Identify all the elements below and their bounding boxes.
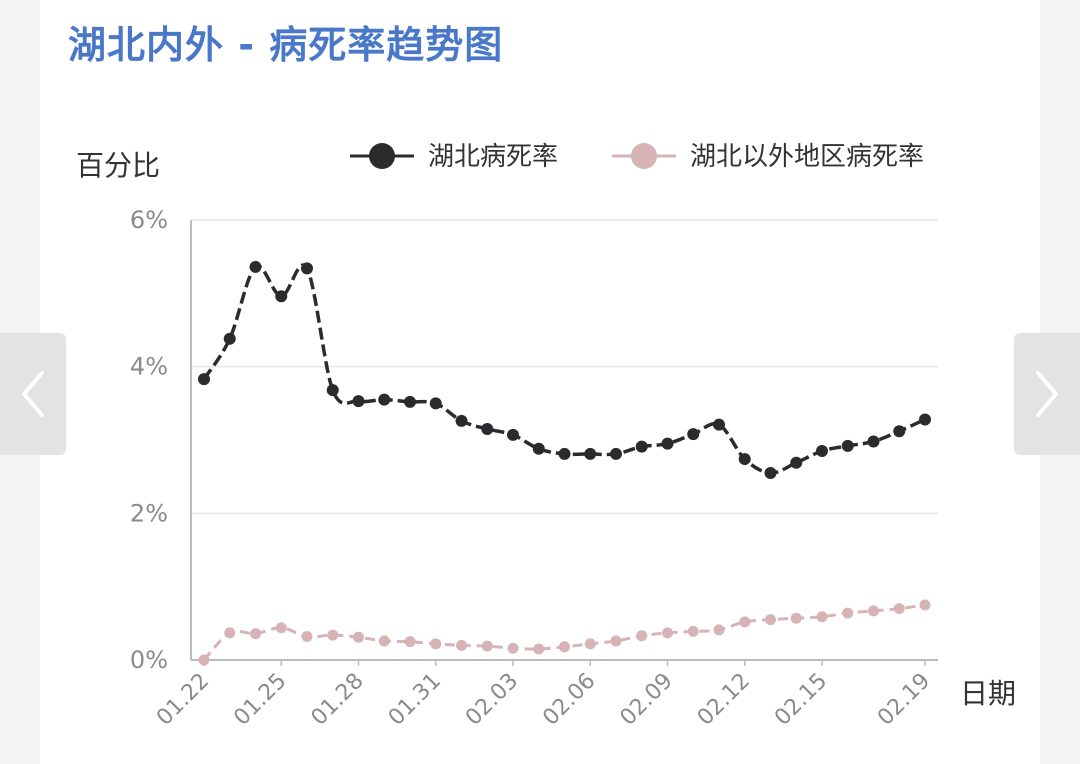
data-point-outside [507,642,519,654]
data-point-hubei [790,456,803,469]
data-point-outside [816,611,828,623]
x-tick-label: 02.09 [616,669,678,731]
page-title: 湖北内外 - 病死率趋势图 [68,23,504,67]
data-point-outside [739,616,751,628]
data-point-hubei [713,418,725,431]
data-point-hubei [404,395,416,408]
data-point-outside [584,638,596,650]
data-point-hubei [507,428,519,441]
data-point-outside [842,607,854,619]
data-point-hubei [275,290,288,303]
data-point-outside [559,641,570,653]
y-tick-label: 2% [130,499,168,527]
x-tick-label: 01.25 [229,669,291,731]
series-line-hubei [202,263,926,475]
y-tick-label: 4% [130,353,168,381]
data-point-outside [481,640,493,652]
previous-button[interactable] [0,333,66,455]
next-button[interactable] [1014,333,1080,455]
legend-marker-outside [631,143,657,169]
x-tick-label: 02.06 [538,669,600,731]
data-point-hubei [764,467,777,479]
data-point-hubei [532,442,545,455]
data-point-hubei [558,447,571,460]
data-point-hubei [610,447,622,460]
data-point-outside [868,605,879,617]
data-point-hubei [893,425,906,438]
data-point-outside [224,627,236,639]
data-point-hubei [919,413,931,426]
data-point-hubei [301,262,313,275]
legend-label-outside: 湖北以外地区病死率 [690,142,924,172]
data-point-outside [353,631,364,643]
x-tick-label: 01.22 [152,669,214,731]
x-tick-label: 02.12 [693,669,755,731]
data-point-hubei [223,332,236,345]
data-point-outside [327,629,339,641]
data-point-outside [404,636,416,648]
data-point-outside [378,635,390,647]
data-point-outside [533,643,545,655]
data-point-hubei [635,440,648,453]
data-point-outside [687,625,699,637]
data-point-hubei [352,395,365,408]
data-point-outside [430,638,442,650]
data-point-hubei [455,414,468,427]
data-point-outside [301,631,313,643]
data-point-hubei [249,260,262,273]
chevron-right-icon [1036,371,1058,417]
data-point-outside [790,612,802,624]
data-point-outside [456,639,467,651]
x-tick-label: 01.28 [307,669,369,731]
data-point-hubei [738,453,751,466]
data-point-hubei [816,445,828,457]
y-tick-label: 0% [130,646,168,674]
x-tick-label: 02.15 [770,669,832,731]
x-axis-label: 日期 [960,677,1016,710]
data-point-outside [713,624,725,636]
data-point-hubei [326,384,339,397]
y-axis-label: 百分比 [76,149,160,182]
data-point-hubei [378,393,391,406]
x-tick-label: 02.19 [873,669,935,731]
data-point-outside [275,622,287,634]
x-tick-label: 01.31 [384,669,446,731]
data-point-hubei [198,373,210,386]
legend-label-hubei: 湖北病死率 [428,142,558,172]
legend-marker-hubei [369,143,395,169]
y-tick-label: 6% [130,206,168,234]
data-point-outside [893,603,905,615]
data-point-hubei [687,428,700,441]
data-point-outside [662,627,673,639]
x-tick-label: 02.03 [461,669,523,731]
data-point-outside [250,628,261,640]
data-point-outside [765,614,776,626]
data-point-hubei [661,437,674,450]
data-point-hubei [867,435,880,448]
data-point-outside [610,635,622,647]
data-point-hubei [481,423,494,435]
data-point-hubei [429,397,442,410]
data-point-outside [919,599,931,611]
data-point-outside [636,630,648,642]
data-point-hubei [584,447,597,460]
data-point-outside [198,654,210,666]
data-point-hubei [841,439,854,452]
chevron-left-icon [22,371,44,417]
